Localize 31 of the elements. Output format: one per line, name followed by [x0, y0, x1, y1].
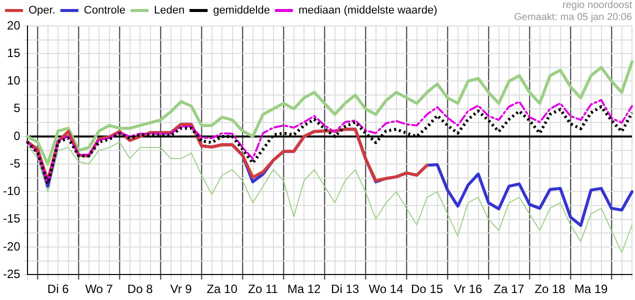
x-tick-label: Wo 14: [368, 282, 404, 296]
text: Gemaakt: ma 05 jan 20:06: [514, 12, 632, 23]
x-tick-label: Do 15: [411, 282, 444, 296]
y-tick-label: 5: [14, 101, 21, 116]
x-tick-label: Ma 19: [574, 282, 608, 296]
y-tick-label: -5: [10, 156, 21, 170]
y-tick-label: 15: [6, 46, 21, 60]
x-tick-label: Do 8: [127, 282, 154, 296]
x-tick-label: Ma 12: [287, 282, 322, 296]
x-tick-label: Zo 11: [248, 282, 278, 296]
y-tick-label: 0: [14, 128, 21, 143]
x-tick-label: Vr 9: [170, 282, 192, 296]
y-tick-label: 20: [6, 18, 21, 32]
x-tick-label: Di 6: [47, 282, 70, 296]
legend-label: Leden: [154, 4, 185, 17]
y-tick-label: -25: [3, 266, 21, 281]
x-tick-label: Vr 16: [454, 282, 482, 296]
y-tick-label: -20: [3, 239, 21, 254]
legend-label: Controle: [84, 4, 126, 17]
x-tick-label: Za 17: [494, 282, 525, 296]
x-tick-label: Di 13: [331, 282, 360, 296]
x-tick-label: Za 10: [206, 282, 238, 296]
y-tick-label: -15: [3, 212, 21, 226]
text: regio noordoost: [562, 0, 632, 11]
x-tick-label: Wo 7: [85, 282, 114, 296]
legend-label: mediaan (middelste waarde): [298, 4, 438, 17]
x-tick-label: Zo 18: [534, 282, 566, 296]
y-tick-label: 10: [6, 74, 21, 88]
legend-label: Oper.: [28, 4, 56, 17]
y-tick-label: -10: [3, 184, 21, 198]
legend-label: gemiddelde: [213, 4, 270, 17]
